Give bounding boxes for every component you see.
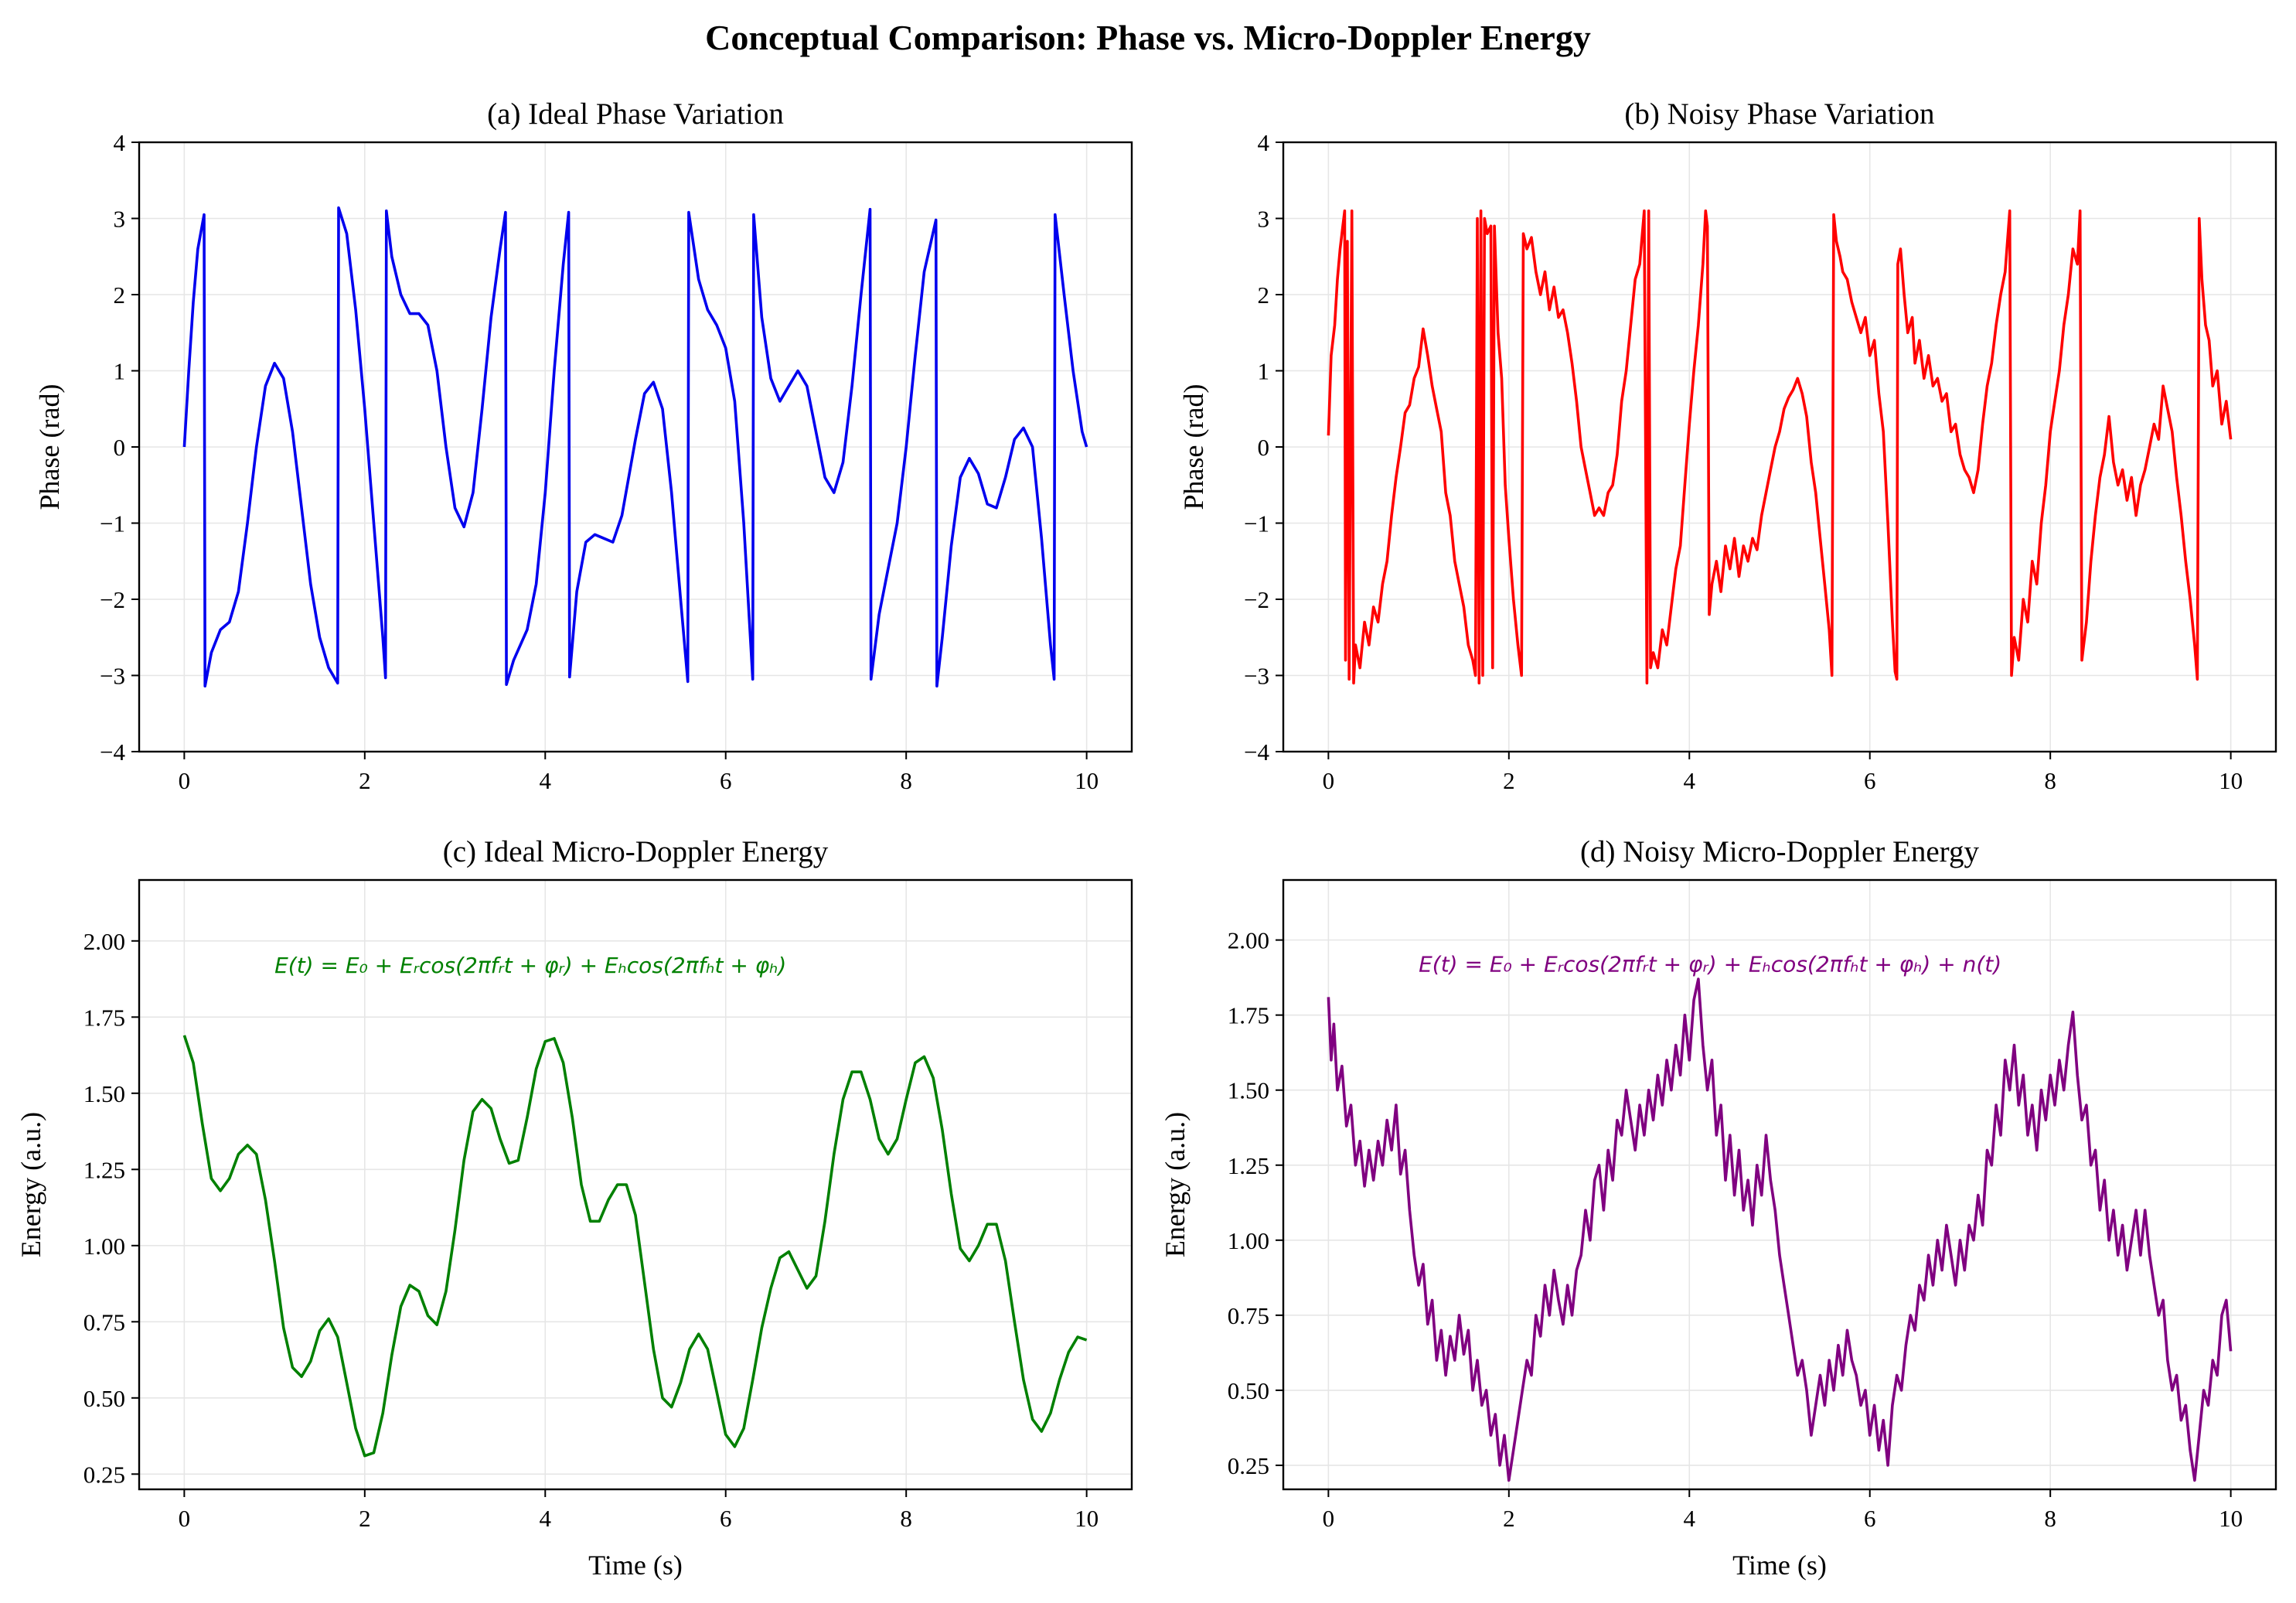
panel-a-xtick-label-2: 4	[540, 767, 552, 794]
panel-d-ytick-label-3: 1.00	[1228, 1227, 1269, 1254]
panel-c-ideal-energy: 0 2 4 6 8 10 0.25 0.50 0.75 1.00 1.25 1.50 1.75 2.00 (…	[15, 835, 1133, 1581]
panel-b-ytick-label-6: 2	[1258, 281, 1270, 309]
panel-b-xtick-label-1: 2	[1503, 767, 1515, 794]
panel-b-ytick-label-4: 0	[1258, 434, 1270, 461]
panel-c-ytick-label-1: 0.50	[83, 1385, 125, 1412]
panel-b-ytick-label-2: −2	[1244, 586, 1269, 613]
panel-d-title: (d) Noisy Micro-Doppler Energy	[1580, 835, 1979, 868]
panel-a-ytick-label-7: 3	[114, 206, 126, 233]
panel-d-xtick-label-4: 8	[2044, 1505, 2056, 1532]
panel-b-xtick-label-3: 6	[1864, 767, 1876, 794]
panel-b-xtick-label-5: 10	[2219, 767, 2243, 794]
panel-c-ytick-label-5: 1.50	[83, 1080, 125, 1107]
panel-b-ytick-label-5: 1	[1258, 358, 1270, 385]
panel-d-xtick-label-2: 4	[1684, 1505, 1696, 1532]
panel-a-ytick-label-1: −3	[100, 663, 125, 690]
panel-a-ytick-label-5: 1	[114, 358, 126, 385]
panel-d-xtick-label-0: 0	[1323, 1505, 1335, 1532]
panel-d-ytick-label-5: 1.50	[1228, 1077, 1269, 1104]
panel-c-ytick-label-2: 0.75	[83, 1308, 125, 1335]
panel-d-xtick-label-3: 6	[1864, 1505, 1876, 1532]
panel-d-noisy-energy: 0 2 4 6 8 10 0.25 0.50 0.75 1.00 1.25 1.50 1.75 2.00 (…	[1160, 835, 2277, 1581]
panel-d-equation-annotation: E(t) = E₀ + Eᵣcos(2πfᵣt + φᵣ) + Eₕcos(2π…	[1419, 951, 2001, 977]
panel-b-ytick-label-7: 3	[1258, 206, 1270, 233]
panel-b-ytick-label-1: −3	[1244, 663, 1269, 690]
panel-c-ytick-label-6: 1.75	[83, 1004, 125, 1031]
panel-c-equation-annotation: E(t) = E₀ + Eᵣcos(2πfᵣt + φᵣ) + Eₕcos(2π…	[274, 953, 786, 978]
panel-a-series-line-0	[182, 206, 1088, 688]
panel-b-ytick-label-0: −4	[1244, 738, 1269, 766]
panel-b-title: (b) Noisy Phase Variation	[1624, 97, 1934, 131]
panel-c-xlabel: Time (s)	[588, 1550, 683, 1581]
panel-a-ytick-label-8: 4	[114, 129, 126, 156]
panel-c-xtick-label-2: 4	[540, 1505, 552, 1532]
panel-c-xtick-label-0: 0	[179, 1505, 191, 1532]
panel-c-ytick-label-4: 1.25	[83, 1156, 125, 1183]
panel-a-ytick-label-3: −1	[100, 510, 125, 537]
panel-c-ylabel: Energy (a.u.)	[15, 1112, 46, 1257]
panel-a-ytick-label-2: −2	[100, 586, 125, 613]
panel-a-xtick-label-4: 8	[900, 767, 912, 794]
panel-a-ylabel: Phase (rad)	[34, 384, 65, 510]
panel-d-ytick-label-1: 0.50	[1228, 1377, 1269, 1404]
panel-c-ytick-label-3: 1.00	[83, 1233, 125, 1260]
panel-c-ytick-label-0: 0.25	[83, 1461, 125, 1488]
panel-d-xtick-label-5: 10	[2219, 1505, 2243, 1532]
panel-a-ytick-label-4: 0	[114, 434, 126, 461]
panel-d-series-line-0	[1327, 977, 2233, 1482]
panel-b-ytick-label-8: 4	[1258, 129, 1270, 156]
panel-a-xtick-label-3: 6	[720, 767, 732, 794]
panel-a-ytick-label-0: −4	[100, 738, 125, 766]
panel-d-axes-frame	[1282, 878, 2277, 1491]
panel-c-ytick-label-7: 2.00	[83, 928, 125, 955]
panel-a-xtick-label-5: 10	[1075, 767, 1099, 794]
panel-d-ylabel: Energy (a.u.)	[1160, 1112, 1191, 1257]
panel-d-ytick-label-4: 1.25	[1228, 1152, 1269, 1179]
figure-suptitle: Conceptual Comparison: Phase vs. Micro-D…	[705, 18, 1591, 57]
panel-c-xtick-label-1: 2	[359, 1505, 371, 1532]
panel-b-noisy-phase: 0 2 4 6 8 10 −4 −3 −2 −1 0 1 2 3 4 (b) Noisy Phase Vari…	[1178, 97, 2277, 794]
panel-c-title: (c) Ideal Micro-Doppler Energy	[443, 835, 829, 868]
panel-b-ytick-label-3: −1	[1244, 510, 1269, 537]
panel-d-ytick-label-0: 0.25	[1228, 1452, 1269, 1479]
panel-c-series-line-0	[182, 1035, 1088, 1458]
panel-b-xtick-label-4: 8	[2044, 767, 2056, 794]
panel-a-xtick-label-1: 2	[359, 767, 371, 794]
panel-c-xtick-label-3: 6	[720, 1505, 732, 1532]
panel-d-ytick-label-2: 0.75	[1228, 1302, 1269, 1329]
panel-c-axes-frame	[138, 878, 1133, 1491]
panel-d-xtick-label-1: 2	[1503, 1505, 1515, 1532]
panel-a-title: (a) Ideal Phase Variation	[487, 97, 784, 131]
panel-c-xtick-label-4: 8	[900, 1505, 912, 1532]
panel-a-ideal-phase: 0 2 4 6 8 10 −4 −3 −2 −1 0 1 2 3 4 (a) Ideal Phase Vari…	[34, 97, 1133, 794]
panel-b-xtick-label-0: 0	[1323, 767, 1335, 794]
panel-d-ytick-label-7: 2.00	[1228, 927, 1269, 954]
panel-c-xtick-label-5: 10	[1075, 1505, 1099, 1532]
panel-b-series-line-0	[1327, 209, 2233, 685]
panel-a-xtick-label-0: 0	[179, 767, 191, 794]
panel-d-xlabel: Time (s)	[1732, 1550, 1827, 1581]
panel-a-ytick-label-6: 2	[114, 281, 126, 309]
panel-d-ytick-label-6: 1.75	[1228, 1002, 1269, 1029]
panel-b-xtick-label-2: 4	[1684, 767, 1696, 794]
panel-b-ylabel: Phase (rad)	[1178, 384, 1209, 510]
